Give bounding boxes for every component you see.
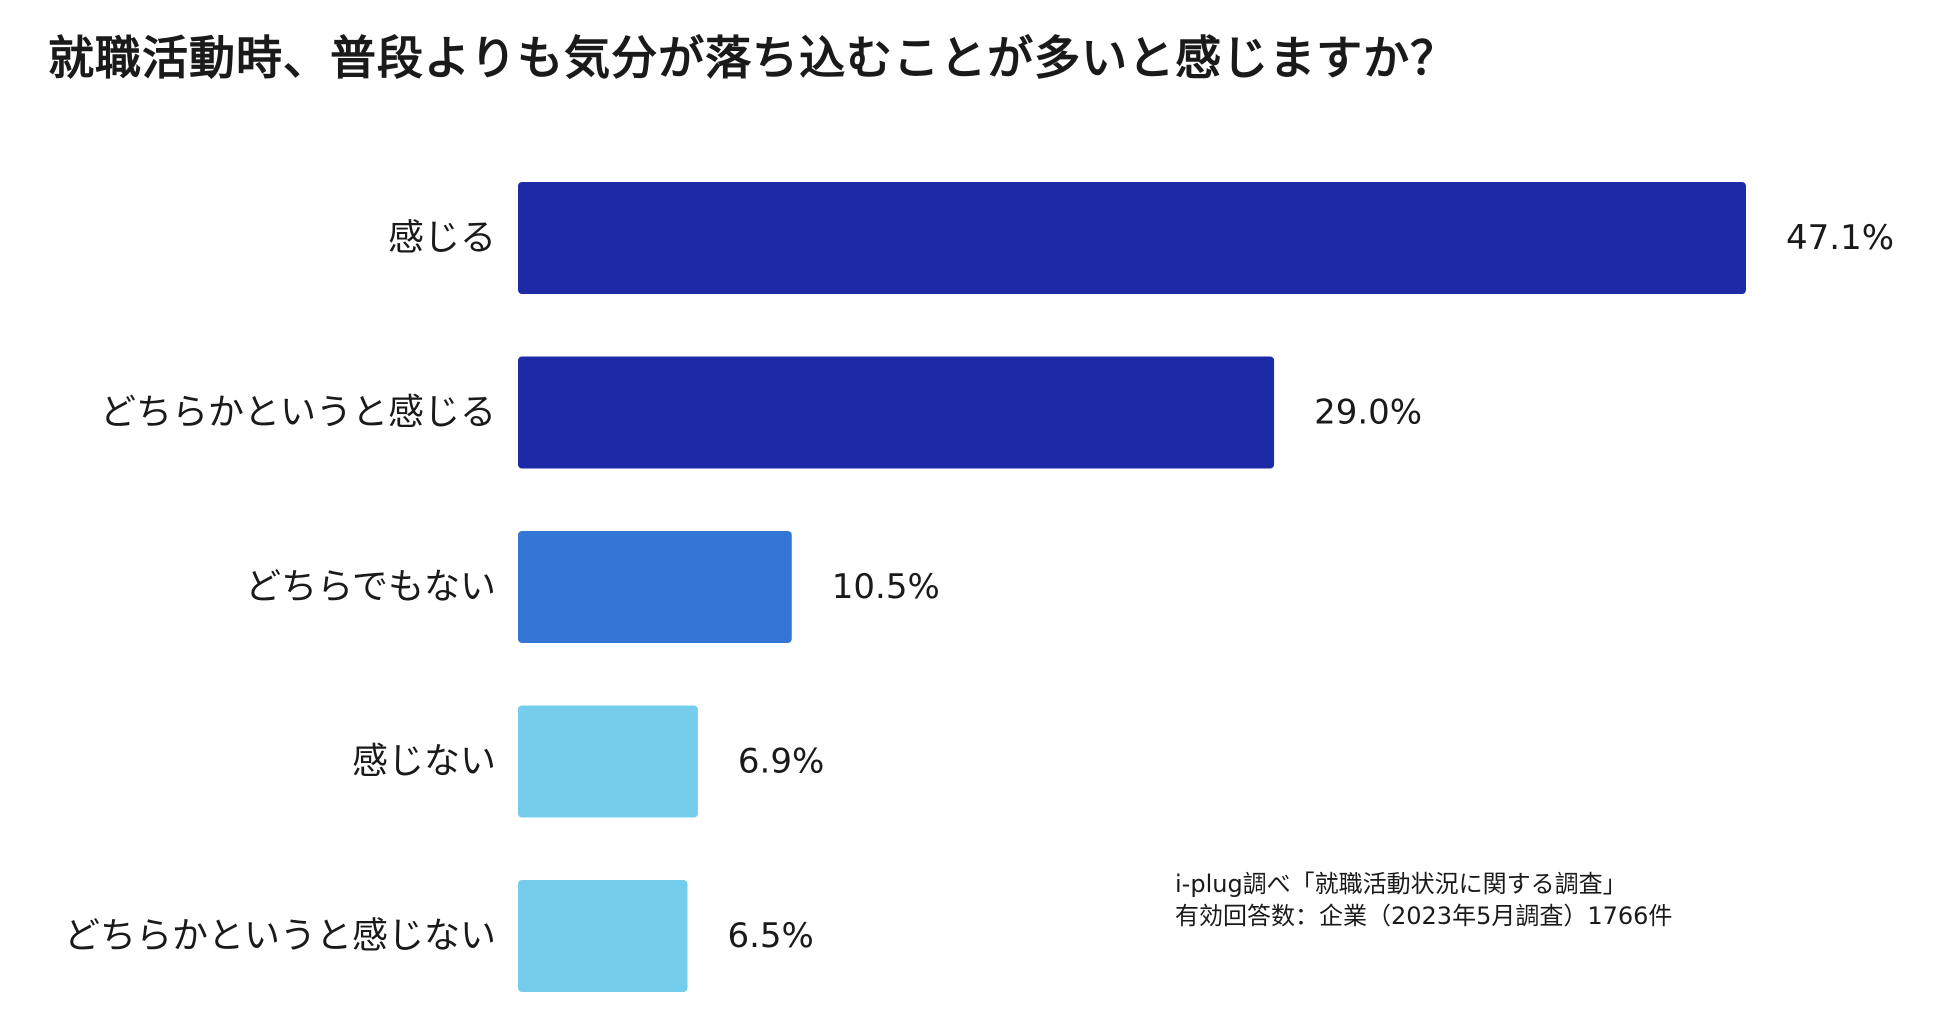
source-note: i-plug調べ「就職活動状況に関する調査」 有効回答数：企業（2023年5月調… [1175, 868, 1672, 932]
bar-4 [518, 705, 698, 818]
value-label-3: 10.5% [832, 567, 940, 607]
chart-title: 就職活動時、普段よりも気分が落ち込むことが多いと感じますか？ [48, 31, 1458, 85]
bar-3 [518, 531, 792, 643]
source-line-2: 有効回答数：企業（2023年5月調査）1766件 [1175, 902, 1673, 930]
category-label-5: どちらかというと感じない [64, 916, 496, 957]
bar-5 [518, 880, 688, 992]
bar-2 [518, 356, 1275, 469]
category-label-4: 感じない [352, 741, 496, 782]
value-label-4: 6.9% [738, 742, 824, 782]
value-label-2: 29.0% [1314, 393, 1422, 433]
bar-1 [518, 182, 1746, 294]
category-label-3: どちらでもない [245, 567, 496, 608]
source-line-1: i-plug調べ「就職活動状況に関する調査」 [1175, 870, 1627, 898]
value-label-1: 47.1% [1786, 218, 1894, 258]
category-label-2: どちらかというと感じる [100, 392, 496, 433]
category-label-1: 感じる [388, 218, 496, 259]
value-label-5: 6.5% [727, 916, 813, 956]
